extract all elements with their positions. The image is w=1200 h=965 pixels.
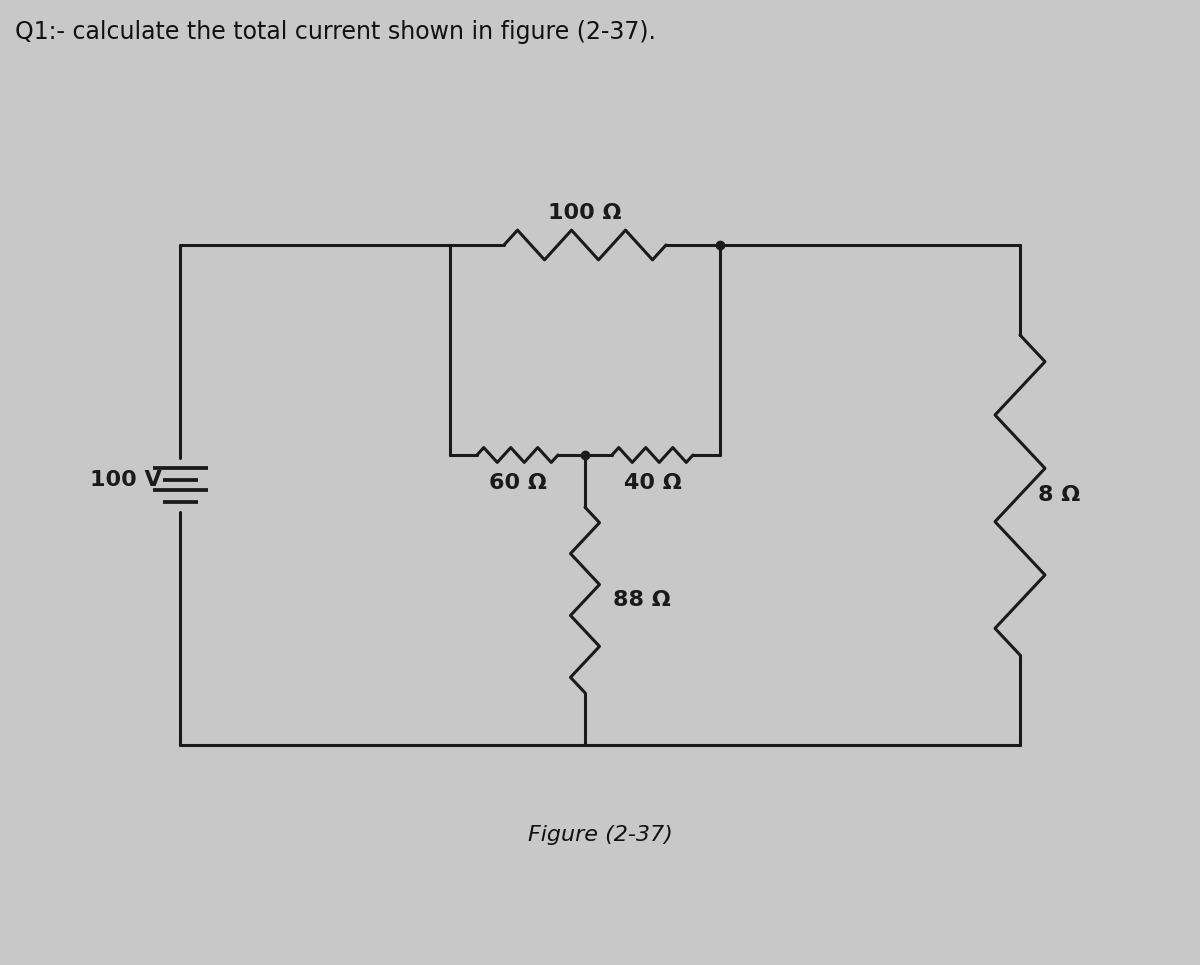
Text: 60 Ω: 60 Ω [488, 473, 546, 493]
Text: 8 Ω: 8 Ω [1038, 485, 1080, 505]
Text: Figure (2-37): Figure (2-37) [528, 825, 672, 845]
Text: 100 Ω: 100 Ω [548, 203, 622, 223]
Text: 88 Ω: 88 Ω [613, 590, 671, 610]
Text: 40 Ω: 40 Ω [624, 473, 682, 493]
Text: Q1:- calculate the total current shown in figure (2-37).: Q1:- calculate the total current shown i… [14, 20, 656, 44]
Text: 100 V: 100 V [90, 470, 162, 490]
